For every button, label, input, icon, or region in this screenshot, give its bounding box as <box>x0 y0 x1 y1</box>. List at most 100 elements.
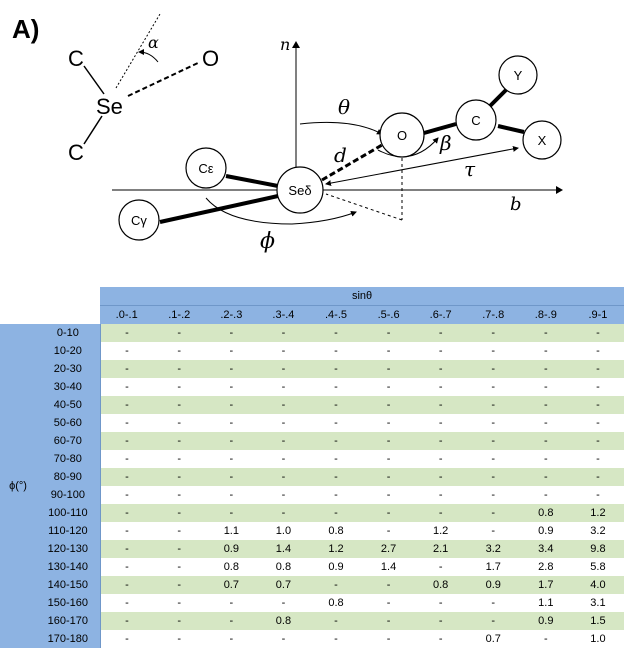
table-cell: - <box>153 395 206 414</box>
col-axis-label: sinθ <box>100 287 624 306</box>
table-cell: - <box>100 431 154 450</box>
table-cell: - <box>414 395 467 414</box>
table-cell: - <box>257 593 310 612</box>
bond-cepsilon-se <box>225 174 279 188</box>
table-cell: 0.8 <box>257 557 310 576</box>
table-cell: 3.2 <box>466 539 520 558</box>
inset-selenium-geometry: C Se C O α <box>68 13 219 165</box>
table-cell: - <box>519 359 572 378</box>
table-cell: - <box>519 629 572 648</box>
table-cell: - <box>100 629 154 648</box>
svg-text:O: O <box>397 128 407 143</box>
table-row: 40-50- - - - - - - - - - <box>0 395 624 414</box>
frequency-table: sinθ .0-.1.1-.2.2-.3.3-.4.4-.5.5-.6.6-.7… <box>0 287 624 662</box>
bond-o-c <box>423 122 457 135</box>
table-cell: - <box>205 395 258 414</box>
table-cell: - <box>100 377 154 396</box>
row-range-label: 70-80 <box>36 449 101 468</box>
svg-text:Y: Y <box>514 68 523 83</box>
table-cell: - <box>362 413 415 432</box>
table-cell: - <box>257 467 310 486</box>
table-cell: - <box>100 539 154 558</box>
table-cell: - <box>153 611 206 630</box>
table-cell: - <box>205 413 258 432</box>
bond-c-y <box>488 88 508 108</box>
table-cell: - <box>309 611 363 630</box>
table-cell: 1.2 <box>414 521 467 540</box>
table-cell: 4.0 <box>571 575 624 594</box>
table-cell: - <box>100 323 154 342</box>
table-cell: - <box>571 449 624 468</box>
table-cell: 0.7 <box>257 575 310 594</box>
table-cell: - <box>571 377 624 396</box>
table-cell: - <box>466 449 520 468</box>
table-cell: - <box>100 359 154 378</box>
table-cell: 0.8 <box>257 611 310 630</box>
table-cell: - <box>466 359 520 378</box>
table-cell: - <box>257 413 310 432</box>
table-cell: - <box>205 431 258 450</box>
panel-a-label: A) <box>12 14 40 44</box>
table-cell: 0.9 <box>205 539 258 558</box>
row-range-label: 140-150 <box>36 575 101 594</box>
svg-text:X: X <box>538 133 547 148</box>
table-cell: 0.8 <box>205 557 258 576</box>
inset-c-top: C <box>68 46 84 71</box>
table-cell: - <box>414 449 467 468</box>
table-cell: - <box>153 485 206 504</box>
table-cell: - <box>309 395 363 414</box>
table-cell: - <box>466 485 520 504</box>
table-cell: - <box>519 449 572 468</box>
table-cell: 0.8 <box>519 503 572 522</box>
table-cell: - <box>153 593 206 612</box>
n-axis-label: n <box>280 35 290 54</box>
table-cell: 1.0 <box>571 629 624 648</box>
phi-arc <box>205 197 357 225</box>
table-cell: - <box>362 575 415 594</box>
table-cell: - <box>571 323 624 342</box>
table-cell: - <box>309 575 363 594</box>
table-cell: - <box>414 629 467 648</box>
table-cell: - <box>571 467 624 486</box>
table-cell: - <box>309 449 363 468</box>
table-row: 120-130- -0.9 1.4 1.2 2.7 2.1 3.2 3.4 9.8 <box>0 539 624 558</box>
table-cell: - <box>309 503 363 522</box>
table-row: 30-40- - - - - - - - - - <box>0 377 624 396</box>
table-cell: 1.4 <box>362 557 415 576</box>
svg-text:Cγ: Cγ <box>131 213 147 228</box>
tau-symbol: τ <box>464 157 476 181</box>
table-cell: - <box>205 323 258 342</box>
atom-carbon: C <box>455 99 497 141</box>
table-cell: - <box>153 431 206 450</box>
table-cell: - <box>519 377 572 396</box>
tau-arrow <box>325 145 519 187</box>
table-cell: - <box>362 395 415 414</box>
table-cell: - <box>466 467 520 486</box>
table-cell: - <box>100 341 154 360</box>
geometry-diagram: C Se C O α n b θ d β τ ϕ Cγ Cε Seδ O <box>68 13 563 254</box>
column-header: .7-.8 <box>466 305 520 324</box>
table-cell: - <box>571 341 624 360</box>
inset-c-bottom: C <box>68 140 84 165</box>
atom-cepsilon: Cε <box>185 147 227 189</box>
table-cell: - <box>100 413 154 432</box>
table-row: 130-140- -0.8 0.8 0.9 1.4-1.7 2.8 5.8 <box>0 557 624 576</box>
table-cell: - <box>309 467 363 486</box>
row-range-label: 20-30 <box>36 359 101 378</box>
table-cell: 1.2 <box>571 503 624 522</box>
table-row: 100-110- - - - - - - -0.8 1.2 <box>0 503 624 522</box>
table-cell: - <box>100 467 154 486</box>
column-header: .3-.4 <box>257 305 310 324</box>
column-header: .9-1 <box>571 305 624 324</box>
table-cell: - <box>100 449 154 468</box>
table-cell: - <box>257 341 310 360</box>
table-cell: - <box>414 467 467 486</box>
table-cell: - <box>362 611 415 630</box>
column-header: .6-.7 <box>414 305 467 324</box>
table-cell: - <box>519 467 572 486</box>
table-cell: - <box>257 629 310 648</box>
table-cell: - <box>466 503 520 522</box>
table-cell: - <box>100 557 154 576</box>
table-cell: - <box>571 395 624 414</box>
alpha-symbol: α <box>148 33 159 52</box>
